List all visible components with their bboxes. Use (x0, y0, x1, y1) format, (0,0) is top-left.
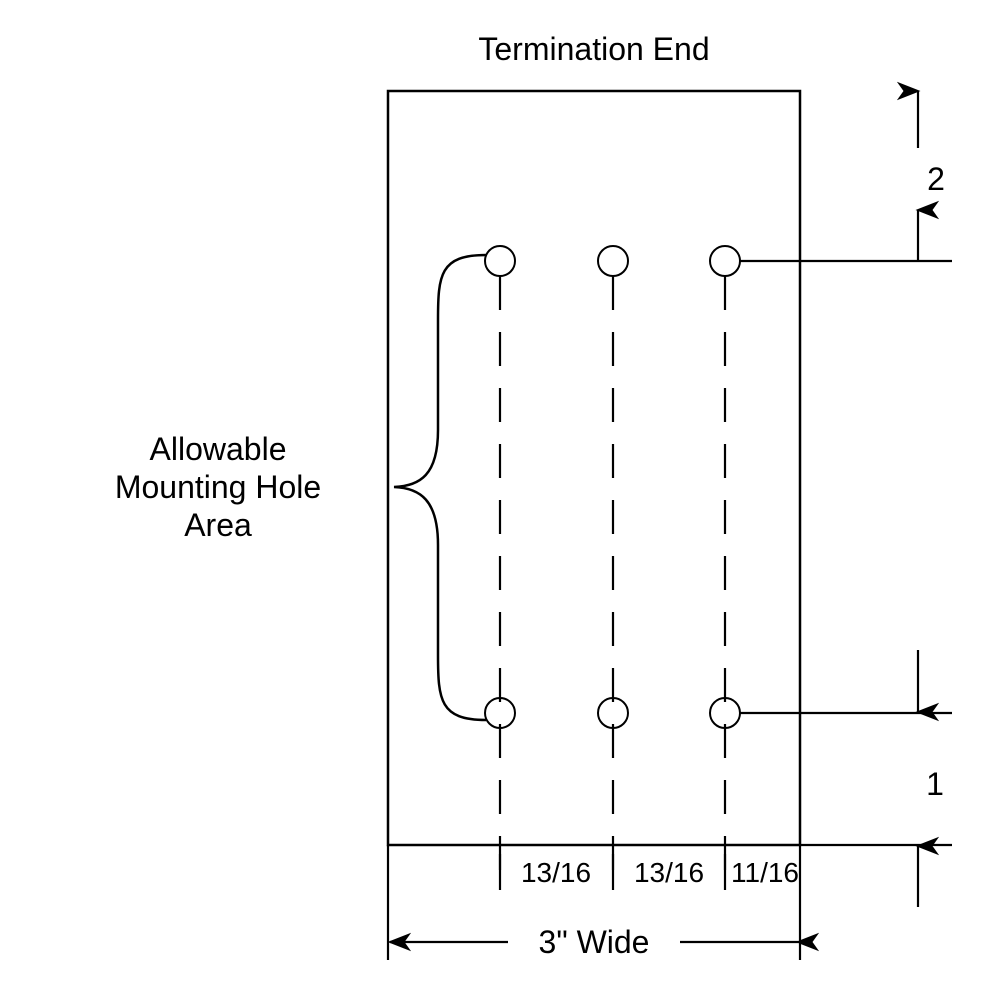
hole-top-3 (710, 246, 740, 276)
hole-bot-2 (598, 698, 628, 728)
holes-bottom-row (485, 698, 740, 728)
frac-3: 11/16 (731, 857, 799, 888)
hole-bot-3 (710, 698, 740, 728)
svg-text:Mounting Hole: Mounting Hole (115, 469, 321, 505)
hole-bot-1 (485, 698, 515, 728)
curly-brace (394, 255, 486, 720)
width-label: 3" Wide (539, 924, 650, 960)
svg-text:Area: Area (184, 507, 252, 543)
part-outline (388, 91, 800, 845)
extension-lines-right (740, 261, 952, 845)
frac-2: 13/16 (634, 857, 704, 888)
side-label: Allowable Mounting Hole Area (115, 431, 321, 543)
dim-2-label: 2 (927, 161, 945, 197)
svg-text:Allowable: Allowable (150, 431, 287, 467)
centerlines (500, 276, 725, 890)
frac-1: 13/16 (521, 857, 591, 888)
mounting-hole-diagram: Termination End Allowable Mounting Hole … (0, 0, 1000, 1000)
holes-top-row (485, 246, 740, 276)
dim-1-label: 1 (926, 766, 944, 802)
hole-top-2 (598, 246, 628, 276)
title-label: Termination End (478, 31, 709, 67)
hole-top-1 (485, 246, 515, 276)
